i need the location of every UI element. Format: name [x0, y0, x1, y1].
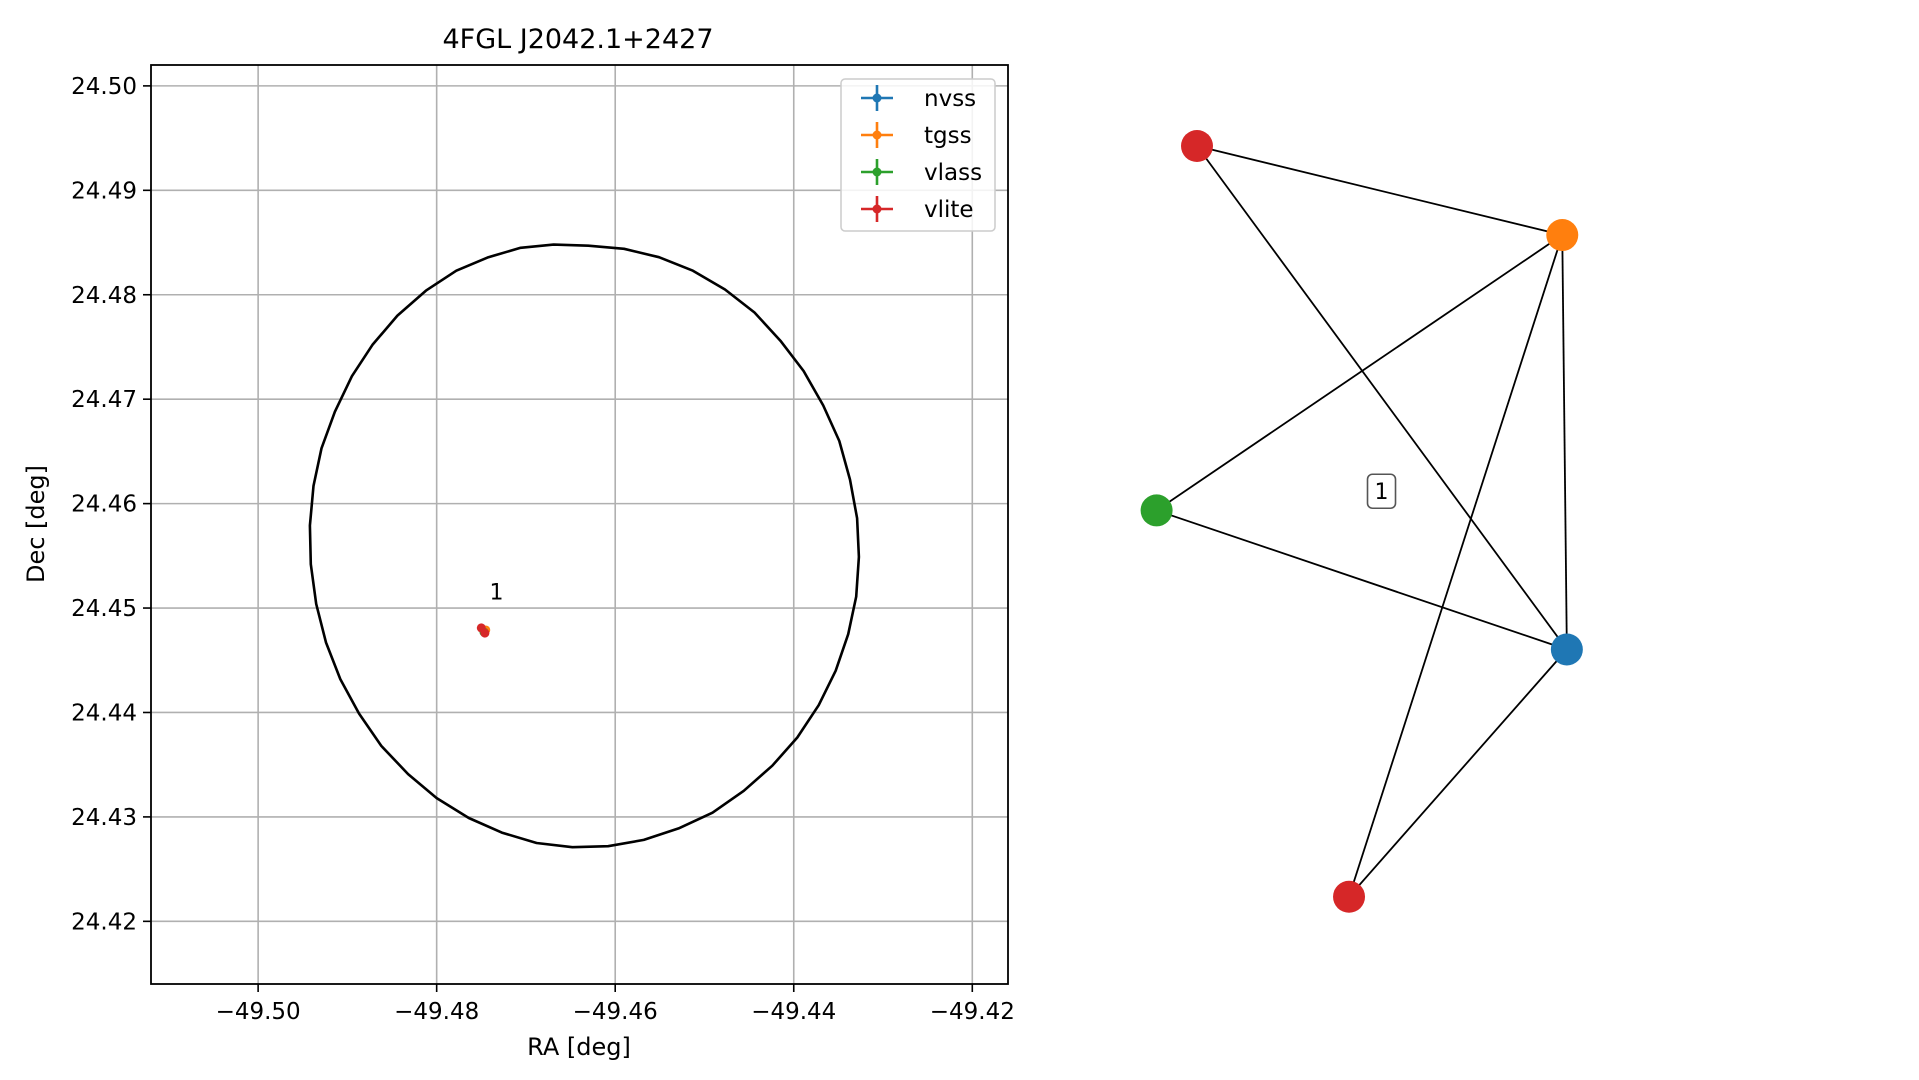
x-tick-label: −49.42	[930, 999, 1015, 1025]
y-tick-label: 24.43	[71, 805, 137, 831]
legend-marker-dot	[872, 167, 882, 177]
network-label-text: 1	[1375, 480, 1389, 505]
legend-entry-tgss: tgss	[861, 122, 972, 149]
y-tick-label: 24.45	[71, 596, 137, 622]
network-label: 1	[1366, 473, 1397, 510]
data-points	[476, 623, 491, 638]
legend-entry-vlite: vlite	[861, 196, 974, 223]
legend-box	[840, 78, 996, 232]
x-tick-label: −49.50	[216, 999, 301, 1025]
y-tick-label: 24.50	[71, 74, 137, 100]
scatter-panel: 4FGL J2042.1+2427 1 −49.50 −49.48 −49.46 −4…	[22, 24, 1015, 1061]
network-node-vlass	[1140, 494, 1173, 527]
y-tick-label: 24.42	[71, 909, 137, 935]
network-node-nvss	[1550, 633, 1583, 666]
y-tick-label: 24.47	[71, 387, 137, 413]
legend-entry-vlass: vlass	[861, 159, 982, 186]
y-tick-label: 24.44	[71, 700, 137, 726]
network-node-tgss	[1546, 219, 1579, 252]
network-edges	[1156, 145, 1568, 898]
point-annotation: 1	[489, 581, 503, 606]
chart-title: 4FGL J2042.1+2427	[442, 24, 713, 55]
legend-label: tgss	[924, 123, 972, 149]
legend-label: vlass	[924, 160, 982, 186]
y-axis-ticks: 24.42 24.43 24.44 24.45 24.46 24.47 24.48 24.49…	[71, 74, 151, 935]
legend-label: nvss	[924, 86, 976, 112]
network-node-vlite_top	[1181, 130, 1213, 162]
y-tick-label: 24.46	[71, 492, 137, 518]
x-axis-ticks: −49.50 −49.48 −49.46 −49.44 −49.42	[216, 984, 1015, 1025]
network-edge	[1156, 234, 1563, 512]
annotations: 1	[489, 581, 503, 606]
legend-label: vlite	[924, 197, 974, 223]
data-point-vlite	[480, 628, 490, 638]
legend-marker-dot	[872, 130, 882, 140]
network-edge	[1196, 145, 1568, 651]
error-ellipse	[308, 243, 861, 849]
y-axis-label: Dec [deg]	[22, 465, 50, 583]
x-tick-label: −49.48	[394, 999, 479, 1025]
network-edge	[1348, 648, 1568, 898]
network-node-vlite_bottom	[1333, 880, 1366, 913]
y-tick-label: 24.48	[71, 283, 137, 309]
legend-entries: nvss tgss vlass vlite	[861, 85, 982, 223]
x-tick-label: −49.44	[751, 999, 836, 1025]
plot-frame	[150, 64, 1009, 985]
network-panel: 1	[1140, 130, 1583, 913]
y-tick-label: 24.49	[71, 178, 137, 204]
network-edge	[1196, 145, 1563, 236]
x-tick-label: −49.46	[573, 999, 658, 1025]
error-ellipse-path	[308, 243, 861, 849]
x-axis-label: RA [deg]	[527, 1033, 631, 1061]
legend-entry-nvss: nvss	[861, 85, 976, 112]
network-nodes	[1140, 130, 1583, 913]
network-edge	[1348, 234, 1564, 898]
legend-marker-dot	[872, 93, 882, 103]
legend: nvss tgss vlass vlite	[840, 78, 996, 232]
network-edge	[1561, 235, 1568, 650]
network-edge	[1156, 509, 1568, 651]
network-label-box	[1366, 473, 1397, 510]
legend-marker-dot	[872, 204, 882, 214]
